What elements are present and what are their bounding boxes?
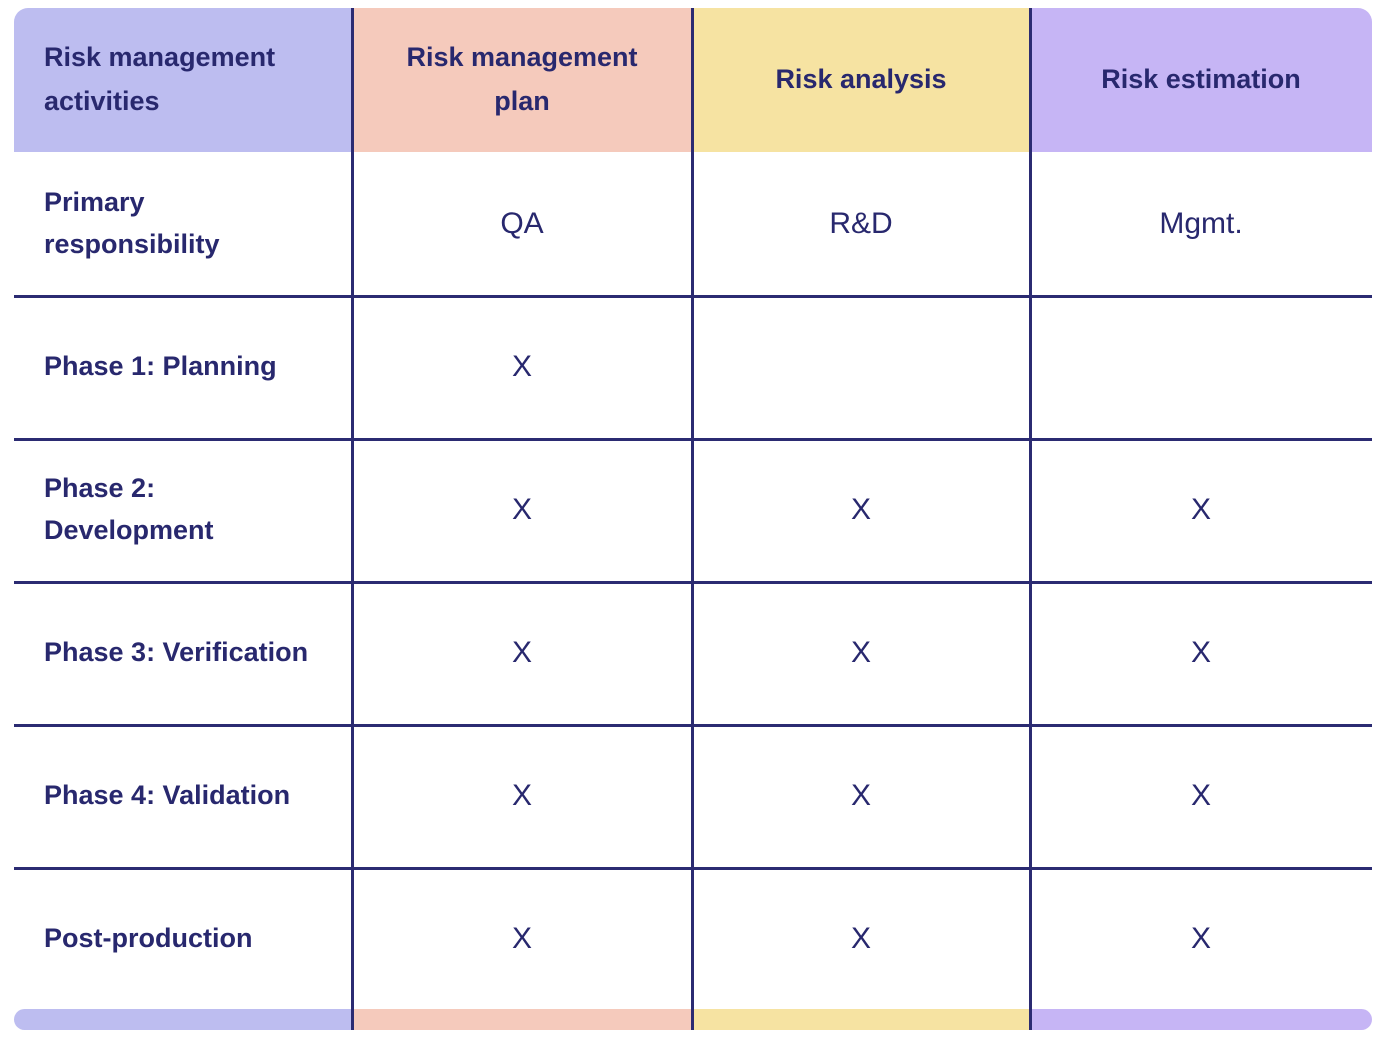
header-cell-risk-estimation: Risk estimation (1030, 8, 1372, 152)
table-cell: X (511, 921, 532, 955)
table-cell: R&D (829, 206, 893, 240)
header-cell-risk-management-plan: Risk management plan (352, 8, 692, 152)
row-label-phase-1-planning: Phase 1: Planning (14, 295, 352, 438)
table-cell (1030, 295, 1372, 438)
header-cell-risk-analysis: Risk analysis (692, 8, 1030, 152)
row-label-text: Phase 2: Development (44, 472, 214, 545)
column-divider (1029, 8, 1032, 1030)
footer-strip-activities (14, 1009, 352, 1030)
row-label-primary-responsibility: Primary responsibility (14, 152, 352, 295)
row-label-text: Phase 4: Validation (44, 779, 291, 810)
header-label-risk-estimation: Risk estimation (1101, 64, 1301, 95)
header-label-risk-analysis: Risk analysis (775, 64, 947, 95)
table-cell: Mgmt. (1159, 206, 1243, 240)
row-label-post-production: Post-production (14, 867, 352, 1010)
table-cell (692, 295, 1030, 438)
footer-strip-risk-management-plan (352, 1009, 692, 1030)
table-cell: X (850, 778, 871, 812)
table-cell: X (1190, 921, 1211, 955)
row-label-phase-3-verification: Phase 3: Verification (14, 581, 352, 724)
header-label-activities: Risk management activities (44, 42, 276, 116)
column-divider (351, 8, 354, 1030)
row-label-phase-4-validation: Phase 4: Validation (14, 724, 352, 867)
row-label-phase-2-development: Phase 2: Development (14, 438, 352, 581)
table-cell: X (511, 635, 532, 669)
table-cell: X (1190, 778, 1211, 812)
table-cell: X (511, 778, 532, 812)
table-cell: X (850, 635, 871, 669)
row-label-text: Phase 3: Verification (44, 636, 309, 667)
footer-strip-risk-analysis (692, 1009, 1030, 1030)
table-cell: X (511, 349, 532, 383)
row-label-text: Primary responsibility (44, 186, 220, 259)
table-cell: X (850, 492, 871, 526)
header-label-risk-management-plan: Risk management plan (406, 42, 638, 116)
table-cell: X (511, 492, 532, 526)
table-cell: X (850, 921, 871, 955)
column-divider (691, 8, 694, 1030)
row-label-text: Phase 1: Planning (44, 350, 277, 381)
footer-strip-risk-estimation (1030, 1009, 1372, 1030)
table-cell: QA (500, 206, 544, 240)
row-label-text: Post-production (44, 922, 253, 953)
table-cell: X (1190, 492, 1211, 526)
header-cell-activities: Risk management activities (14, 8, 352, 152)
table-cell: X (1190, 635, 1211, 669)
